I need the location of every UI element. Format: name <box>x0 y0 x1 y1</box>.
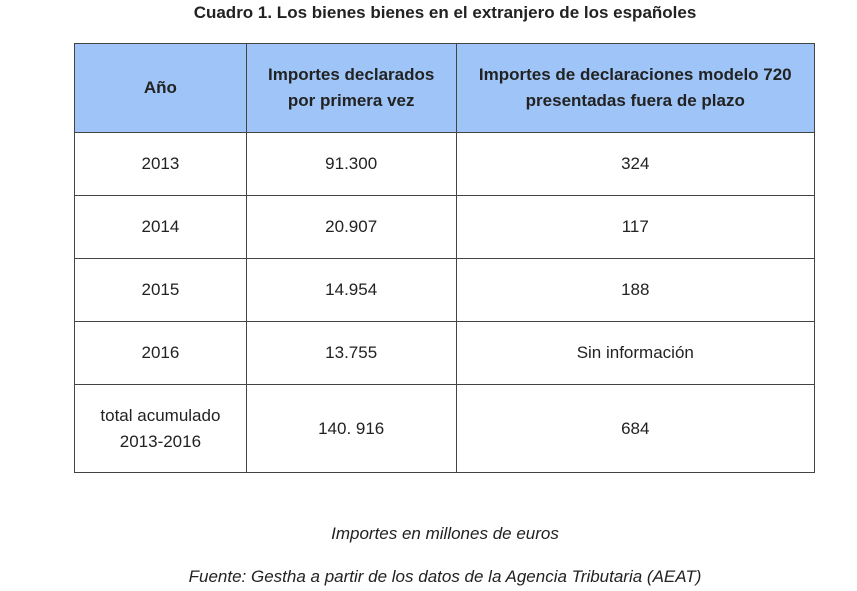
header-first-time-line-2: por primera vez <box>287 91 415 110</box>
cell-first-time: 140. 916 <box>245 384 457 473</box>
header-year: Año <box>74 43 247 133</box>
cell-late: 684 <box>455 384 816 473</box>
header-first-time: Importes declarados por primera vez <box>245 43 457 133</box>
table-row: 2014 20.907 117 <box>74 195 816 259</box>
cell-late: 188 <box>455 258 816 322</box>
data-table: Año Importes declarados por primera vez … <box>74 43 816 473</box>
cell-year-total-line-2: 2013-2016 <box>119 431 202 451</box>
table-row: 2015 14.954 188 <box>74 258 816 322</box>
table-title: Cuadro 1. Los bienes bienes en el extran… <box>193 3 697 22</box>
cell-late: Sin información <box>455 321 816 385</box>
header-late-line-1: Importes de declaraciones modelo 720 <box>478 65 792 84</box>
header-year-label: Año <box>143 78 177 97</box>
cell-first-time: 20.907 <box>245 195 457 259</box>
cell-first-time: 13.755 <box>245 321 457 385</box>
header-late: Importes de declaraciones modelo 720 pre… <box>455 43 816 133</box>
cell-year: 2013 <box>74 132 247 196</box>
header-late-line-2: presentadas fuera de plazo <box>525 91 745 110</box>
cell-first-time: 91.300 <box>245 132 457 196</box>
header-row: Año Importes declarados por primera vez … <box>74 43 816 133</box>
header-first-time-line-1: Importes declarados <box>268 65 435 84</box>
cell-first-time: 14.954 <box>245 258 457 322</box>
cell-year: 2016 <box>74 321 247 385</box>
table-row: 2013 91.300 324 <box>74 132 816 196</box>
cell-year-total: total acumulado 2013-2016 <box>74 384 247 473</box>
table-row: 2016 13.755 Sin información <box>74 321 816 385</box>
cell-late: 324 <box>455 132 816 196</box>
cell-late: 117 <box>455 195 816 259</box>
units-note: Importes en millones de euros <box>331 524 559 543</box>
cell-year-total-line-1: total acumulado <box>100 405 221 425</box>
cell-year: 2014 <box>74 195 247 259</box>
table-row-total: total acumulado 2013-2016 140. 916 684 <box>74 384 816 473</box>
source-note: Fuente: Gestha a partir de los datos de … <box>188 567 702 586</box>
cell-year: 2015 <box>74 258 247 322</box>
